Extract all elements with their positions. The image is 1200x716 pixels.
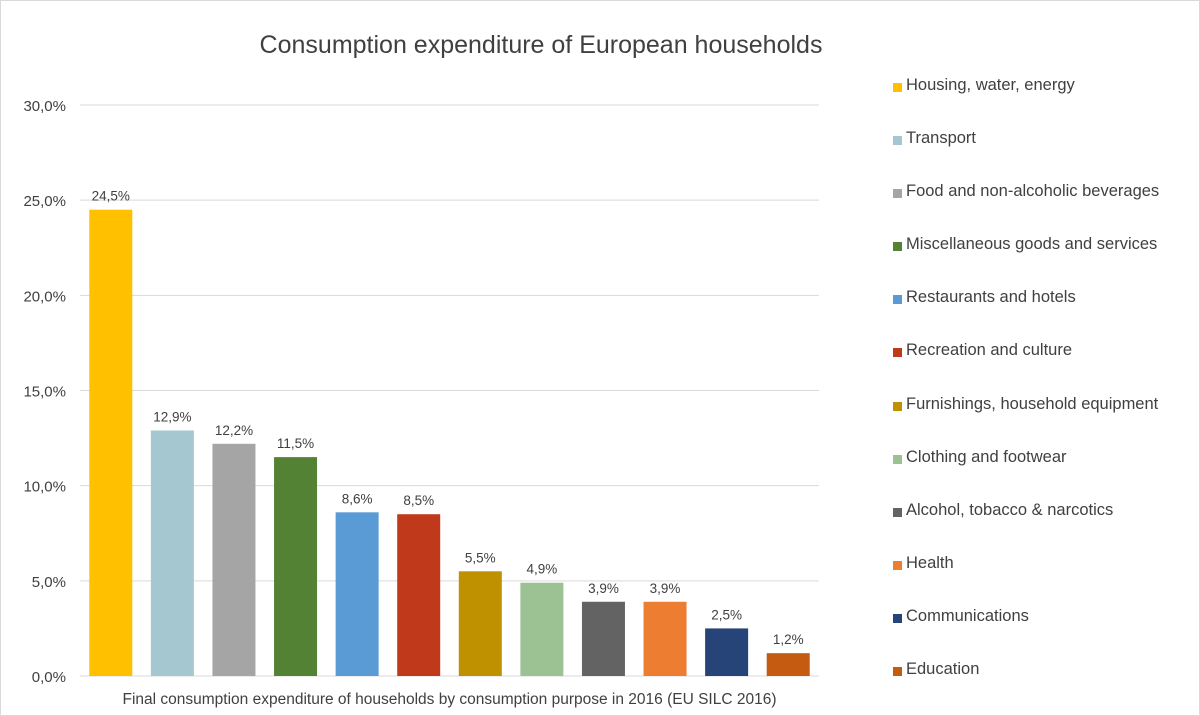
bar-data-label: 8,6% <box>342 491 373 506</box>
legend-swatch <box>893 560 902 570</box>
bar-data-label: 5,5% <box>465 550 496 565</box>
legend-label: Housing, water, energy <box>906 76 1075 94</box>
bar-data-label: 12,9% <box>153 409 191 424</box>
legend-swatch <box>893 189 902 199</box>
legend-item: Communications <box>893 607 1193 660</box>
legend: Housing, water, energy Transport Food and … <box>893 76 1193 713</box>
bar <box>766 653 810 676</box>
legend-label: Restaurants and hotels <box>906 288 1076 307</box>
legend-label: Transport <box>906 129 976 148</box>
bar-data-label: 1,2% <box>773 632 804 647</box>
bar-data-label: 2,5% <box>711 607 742 622</box>
y-tick-label: 0,0% <box>32 669 66 686</box>
chart-title: Consumption expenditure of European hous… <box>259 31 823 59</box>
bar <box>89 209 133 676</box>
legend-swatch <box>893 83 902 92</box>
legend-swatch <box>893 348 902 358</box>
legend-item: Education <box>893 660 1193 713</box>
legend-label: Miscellaneous goods and services <box>906 235 1158 254</box>
legend-label: Food and non-alcoholic beverages <box>906 182 1160 201</box>
y-tick-label: 30,0% <box>23 98 66 115</box>
legend-swatch <box>893 136 902 146</box>
legend-item: Health <box>893 554 1193 607</box>
legend-swatch <box>893 401 902 411</box>
legend-label: Health <box>906 553 954 572</box>
legend-item: Food and non-alcoholic beverages <box>893 182 1193 235</box>
y-tick-label: 15,0% <box>23 384 66 401</box>
legend-item: Transport <box>893 129 1193 182</box>
bar <box>335 512 379 676</box>
legend-swatch <box>893 507 902 517</box>
y-tick-label: 10,0% <box>23 479 66 496</box>
bar <box>150 430 194 676</box>
bar-data-label: 4,9% <box>526 562 557 577</box>
y-tick-label: 5,0% <box>32 574 66 591</box>
bar <box>643 601 687 676</box>
legend-label: Recreation and culture <box>906 341 1073 360</box>
bar <box>397 514 441 676</box>
bar-data-label: 11,5% <box>277 436 314 451</box>
legend-swatch <box>893 667 902 677</box>
legend-item: Restaurants and hotels <box>893 288 1193 341</box>
legend-swatch <box>893 613 902 623</box>
legend-item: Miscellaneous goods and services <box>893 235 1193 288</box>
bar-data-label: 12,2% <box>215 423 253 438</box>
x-axis-label: Final consumption expenditure of househo… <box>123 691 777 708</box>
y-tick-label: 25,0% <box>23 193 66 210</box>
legend-label: Alcohol, tobacco & narcotics <box>906 500 1114 519</box>
legend-label: Furnishings, household equipment <box>906 394 1159 413</box>
legend-item: Alcohol, tobacco & narcotics <box>893 501 1193 554</box>
legend-swatch <box>893 295 902 305</box>
bar <box>581 601 625 676</box>
legend-item: Clothing and footwear <box>893 448 1193 501</box>
legend-swatch <box>893 242 902 252</box>
legend-label: Education <box>906 660 980 679</box>
bar-data-label: 24,5% <box>92 189 130 204</box>
bar-data-label: 8,5% <box>403 493 434 508</box>
legend-item: Housing, water, energy <box>893 76 1193 129</box>
y-tick-label: 20,0% <box>23 288 66 305</box>
bar <box>520 582 564 676</box>
bar-data-label: 3,9% <box>650 581 681 596</box>
legend-item: Recreation and culture <box>893 341 1193 394</box>
bar <box>458 571 502 676</box>
legend-label: Clothing and footwear <box>906 447 1067 466</box>
bar <box>705 628 749 676</box>
bar <box>274 457 318 676</box>
legend-swatch <box>893 454 902 464</box>
bar-data-label: 3,9% <box>588 581 619 596</box>
legend-label: Communications <box>906 606 1029 625</box>
legend-item: Furnishings, household equipment <box>893 395 1193 448</box>
bar <box>212 443 256 676</box>
